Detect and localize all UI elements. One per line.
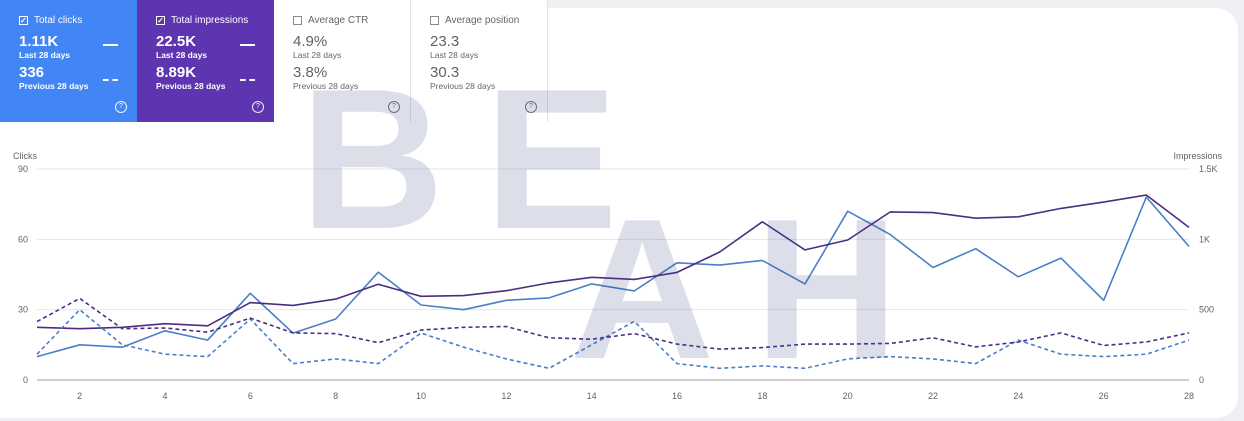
checkbox-checked-icon[interactable]: ✓ xyxy=(19,15,28,25)
x-tick-label: 12 xyxy=(501,391,511,401)
x-tick-label: 16 xyxy=(672,391,682,401)
right-tick-label: 0 xyxy=(1199,375,1204,385)
card-label: Total impressions xyxy=(171,14,249,26)
checkbox-unchecked-icon[interactable] xyxy=(293,15,302,25)
card-previous-value: 336 xyxy=(19,64,45,81)
series-line-impressions-previous xyxy=(36,297,1190,350)
x-tick-label: 20 xyxy=(843,391,853,401)
card-period: Last 28 days xyxy=(430,50,479,60)
card-previous-value: 8.89K xyxy=(156,64,197,81)
card-label: Average position xyxy=(445,14,520,26)
card-period: Last 28 days xyxy=(19,50,71,60)
help-icon[interactable]: ? xyxy=(388,101,400,113)
left-axis-title: Clicks xyxy=(13,151,37,161)
dashed-line-legend-icon xyxy=(240,79,255,81)
metric-cards: ✓ Total clicks 1.11K Last 28 days 336 Pre… xyxy=(0,0,548,122)
card-average-ctr[interactable]: Average CTR 4.9% Last 28 days 3.8% Previ… xyxy=(274,0,411,122)
x-tick-label: 24 xyxy=(1013,391,1023,401)
x-tick-label: 26 xyxy=(1099,391,1109,401)
card-value: 4.9% xyxy=(293,33,328,50)
card-period: Last 28 days xyxy=(293,50,342,60)
x-tick-label: 4 xyxy=(162,391,167,401)
card-previous-period: Previous 28 days xyxy=(430,81,496,91)
left-tick-label: 60 xyxy=(18,234,28,244)
card-value: 22.5K xyxy=(156,33,197,50)
card-average-position[interactable]: Average position 23.3 Last 28 days 30.3 … xyxy=(411,0,548,122)
card-period: Last 28 days xyxy=(156,50,208,60)
card-value: 23.3 xyxy=(430,33,460,50)
left-tick-label: 30 xyxy=(18,305,28,315)
x-tick-label: 22 xyxy=(928,391,938,401)
card-value: 1.11K xyxy=(19,33,59,50)
checkbox-checked-icon[interactable]: ✓ xyxy=(156,15,165,25)
series-line-impressions-current xyxy=(36,194,1190,330)
series-line-clicks-previous xyxy=(36,308,1190,370)
series-line-clicks-current xyxy=(36,196,1190,358)
x-tick-label: 18 xyxy=(757,391,767,401)
right-tick-label: 1.5K xyxy=(1199,164,1218,174)
card-previous-period: Previous 28 days xyxy=(156,81,226,91)
help-icon[interactable]: ? xyxy=(525,101,537,113)
x-tick-label: 28 xyxy=(1184,391,1194,401)
card-total-impressions[interactable]: ✓ Total impressions 22.5K Last 28 days 8.… xyxy=(137,0,274,122)
x-tick-label: 14 xyxy=(587,391,597,401)
right-tick-label: 1K xyxy=(1199,234,1210,244)
card-label: Average CTR xyxy=(308,14,369,26)
dashed-line-legend-icon xyxy=(103,79,118,81)
right-tick-label: 500 xyxy=(1199,305,1214,315)
card-previous-period: Previous 28 days xyxy=(293,81,359,91)
card-previous-period: Previous 28 days xyxy=(19,81,89,91)
solid-line-legend-icon xyxy=(240,44,255,46)
x-tick-label: 8 xyxy=(333,391,338,401)
right-axis-title: Impressions xyxy=(1173,151,1222,161)
x-tick-label: 2 xyxy=(77,391,82,401)
help-icon[interactable]: ? xyxy=(252,101,264,113)
card-label: Total clicks xyxy=(34,14,83,26)
card-previous-value: 3.8% xyxy=(293,64,328,81)
x-tick-label: 6 xyxy=(248,391,253,401)
solid-line-legend-icon xyxy=(103,44,118,46)
checkbox-unchecked-icon[interactable] xyxy=(430,15,439,25)
card-total-clicks[interactable]: ✓ Total clicks 1.11K Last 28 days 336 Pre… xyxy=(0,0,137,122)
help-icon[interactable]: ? xyxy=(115,101,127,113)
x-tick-label: 10 xyxy=(416,391,426,401)
left-tick-label: 90 xyxy=(18,164,28,174)
card-previous-value: 30.3 xyxy=(430,64,460,81)
left-tick-label: 0 xyxy=(23,375,28,385)
